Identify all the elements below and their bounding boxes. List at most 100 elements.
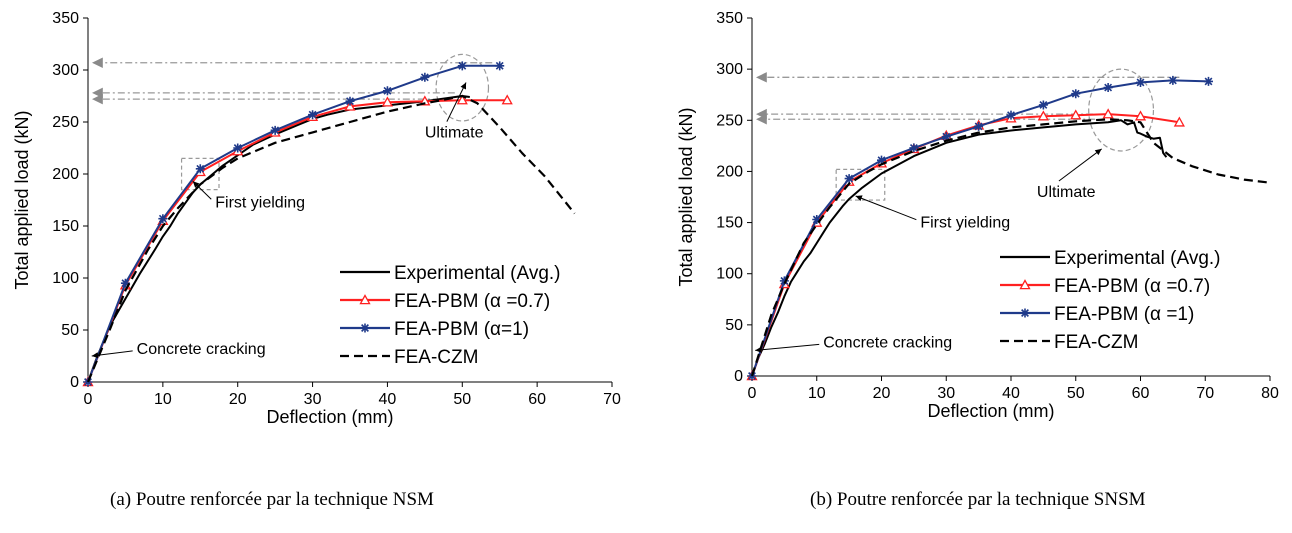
annotation-leader (91, 350, 133, 357)
y-tick-label: 150 (52, 218, 79, 235)
data-point (381, 96, 394, 107)
legend-marker (360, 323, 370, 333)
legend-label: FEA-PBM (α =0.7) (1054, 276, 1210, 297)
data-point (501, 94, 513, 105)
x-axis-label: Deflection (mm) (927, 401, 1054, 421)
first-yielding-box (180, 157, 220, 191)
annotation-label: Ultimate (425, 125, 484, 142)
reference-arrow (92, 57, 103, 68)
legend-label: FEA-PBM (α =1) (1054, 304, 1194, 325)
data-point (1136, 77, 1145, 87)
data-point (1102, 108, 1114, 119)
legend-item: FEA-PBM (α =0.7) (340, 291, 550, 312)
data-point (1134, 110, 1147, 121)
annotation-arrow (1094, 148, 1102, 156)
y-tick-label: 100 (716, 266, 743, 283)
data-point (1070, 109, 1082, 120)
data-point (779, 276, 789, 286)
reference-arrow (756, 114, 767, 125)
y-tick-label: 50 (61, 322, 79, 339)
data-point (1071, 89, 1081, 99)
data-point (344, 100, 356, 111)
y-tick-label: 350 (52, 10, 79, 27)
x-tick-label: 50 (453, 391, 471, 408)
data-point (877, 155, 886, 165)
data-point (158, 214, 168, 224)
x-tick-label: 10 (808, 385, 826, 402)
chart-panel-b: 0 10 20 30 40 50 60 70 80 0 50 100 150 200 250 300 350 De… (676, 10, 1279, 510)
legend-item: Experimental (Avg.) (1000, 248, 1221, 269)
annotation-label: First yielding (215, 194, 305, 211)
legend-marker (1019, 279, 1031, 290)
annotation-label: First yielding (920, 215, 1010, 232)
legend-marker (359, 294, 371, 305)
figure-caption: (b) Poutre renforcée par la technique SN… (810, 489, 1146, 510)
y-tick-label: 300 (52, 62, 79, 79)
annotation-label: Concrete cracking (137, 341, 266, 358)
x-tick-label: 20 (229, 391, 247, 408)
legend-item: FEA-CZM (340, 347, 478, 368)
data-point (812, 215, 822, 225)
legend-label: FEA-PBM (α=1) (394, 319, 529, 340)
series-2 (747, 75, 1213, 381)
data-point (844, 174, 854, 184)
x-tick-label: 0 (84, 391, 93, 408)
legend-label: FEA-CZM (394, 347, 478, 368)
annotation-label: Ultimate (1037, 184, 1096, 201)
legend-item: FEA-CZM (1000, 332, 1138, 353)
x-tick-label: 0 (748, 385, 757, 402)
data-point (345, 96, 355, 106)
series-3 (86, 94, 576, 383)
data-point (195, 164, 205, 174)
legend-item: FEA-PBM (α =1) (1000, 304, 1194, 325)
data-point (120, 278, 130, 288)
x-tick-label: 30 (304, 391, 322, 408)
x-tick-label: 60 (1132, 385, 1150, 402)
x-tick-label: 70 (1196, 385, 1214, 402)
data-point (1006, 110, 1016, 120)
y-tick-label: 200 (716, 163, 743, 180)
annotation-arrow (460, 82, 467, 90)
annotation-leader (855, 195, 917, 221)
series-2 (83, 61, 505, 387)
y-tick-label: 200 (52, 166, 79, 183)
annotation-leader (755, 343, 820, 351)
data-point (1037, 110, 1049, 121)
reference-arrow (756, 72, 767, 83)
legend-item: FEA-PBM (α =0.7) (1000, 276, 1210, 297)
data-point (974, 121, 984, 131)
annotation-arrow (755, 346, 762, 353)
ultimate-ellipse (1088, 68, 1155, 152)
annotation-leader (446, 82, 467, 122)
x-tick-label: 10 (154, 391, 172, 408)
chart-panel-a: 0 10 20 30 40 50 60 70 0 50 100 150 200 250 300 350 Defl… (12, 10, 621, 510)
data-point (457, 61, 467, 71)
y-axis-label: Total applied load (kN) (676, 107, 696, 286)
reference-arrow (92, 93, 103, 105)
figure-caption: (a) Poutre renforcée par la technique NS… (110, 489, 434, 510)
annotation-label: Concrete cracking (823, 334, 952, 351)
data-point (1203, 76, 1213, 86)
data-point (941, 132, 951, 142)
ultimate-ellipse (435, 53, 490, 122)
y-tick-label: 0 (734, 368, 743, 385)
data-point (456, 94, 468, 105)
x-axis-label: Deflection (mm) (266, 407, 393, 427)
annotation-arrow (192, 181, 200, 188)
data-point (270, 125, 280, 135)
y-tick-label: 300 (716, 61, 743, 78)
legend-item: Experimental (Avg.) (340, 263, 561, 284)
x-tick-label: 30 (937, 385, 955, 402)
data-point (1168, 75, 1178, 85)
x-tick-label: 60 (528, 391, 546, 408)
x-tick-label: 40 (379, 391, 397, 408)
x-tick-label: 20 (873, 385, 891, 402)
first-yielding-box (835, 168, 886, 201)
legend-label: FEA-CZM (1054, 332, 1138, 353)
annotation-arrow (91, 352, 99, 359)
y-axis-label: Total applied load (kN) (12, 110, 32, 289)
data-point (420, 72, 430, 82)
data-point (308, 110, 318, 120)
data-point (1038, 100, 1048, 110)
